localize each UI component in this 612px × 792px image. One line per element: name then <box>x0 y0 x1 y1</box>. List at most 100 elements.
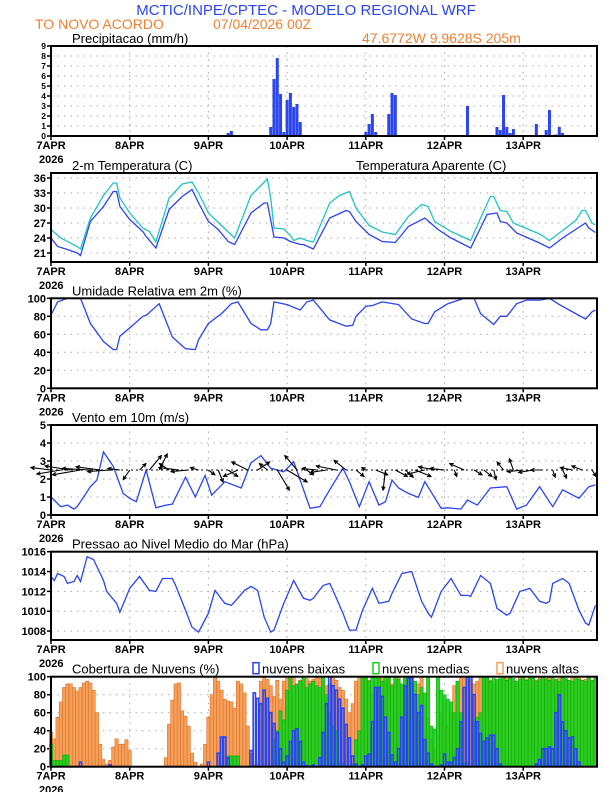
wind-arrow <box>61 466 91 471</box>
wind-arrow <box>559 466 573 471</box>
cloud-bar-nuvens-medias <box>498 678 503 767</box>
cloud-bar-nuvens-altas <box>242 692 247 768</box>
y-tick-label: 27 <box>34 218 46 230</box>
cloud-bar-nuvens-altas <box>124 739 129 768</box>
x-tick-label: 8APR <box>115 266 144 278</box>
precip-bar <box>393 95 397 136</box>
legend-label-low: nuvens baixas <box>262 662 346 677</box>
precip-bar <box>269 127 273 136</box>
y-tick-label: 80 <box>34 311 46 323</box>
panel-title: Vento em 10m (m/s) <box>72 410 189 425</box>
x-tick-label: 12APR <box>427 771 463 783</box>
cloud-bar-nuvens-altas <box>183 715 188 767</box>
y-tick-label: 80 <box>34 690 46 702</box>
precip-bar <box>282 132 286 136</box>
y-tick-label: 0 <box>41 131 46 141</box>
wind-arrow <box>551 469 557 479</box>
cloud-bar-nuvens-altas <box>78 687 83 767</box>
cloud-bar-nuvens-medias <box>393 676 398 768</box>
precip-bar <box>557 127 561 136</box>
wind-arrow <box>355 469 365 478</box>
x-tick-year: 2026 <box>39 154 63 166</box>
cloud-bar-nuvens-baixas <box>252 692 257 768</box>
y-tick-label: 60 <box>34 708 46 720</box>
x-tick-label: 12APR <box>427 140 463 152</box>
legend-label-high: nuvens altas <box>506 662 579 677</box>
y-tick-label: 40 <box>34 726 46 738</box>
cloud-bar-nuvens-medias <box>304 687 309 767</box>
wind-arrow <box>496 461 504 471</box>
precip-bar <box>226 133 230 136</box>
panel-2: 21 24 27 30 33 36 7APR 8APR 9APR 10APR 11APR 12APR 1… <box>34 158 598 292</box>
y-tick-label: 3 <box>41 101 46 111</box>
cloud-bar-nuvens-altas <box>173 683 178 768</box>
series-line-1 <box>50 555 597 634</box>
x-tick-label: 7APR <box>36 140 65 152</box>
panel-title: Cobertura de Nuvens (%) <box>72 662 219 677</box>
cloud-bar-nuvens-medias <box>524 679 529 767</box>
y-tick-label: 2 <box>40 474 46 486</box>
x-tick-label: 10APR <box>269 140 305 152</box>
precip-bar <box>511 129 515 136</box>
cloud-bar-nuvens-medias <box>583 680 588 768</box>
cloud-bar-nuvens-medias <box>517 679 522 768</box>
wind-arrow <box>360 466 367 472</box>
cloud-bar-nuvens-altas <box>213 676 217 768</box>
cloud-bar-nuvens-altas <box>167 724 171 768</box>
x-tick-label: 11APR <box>348 140 383 152</box>
wind-arrow <box>148 454 163 471</box>
cloud-bar-nuvens-medias <box>577 679 581 768</box>
legend-apparent-temperature: Temperatura Aparente (C) <box>356 158 506 173</box>
wind-arrow <box>505 469 524 474</box>
y-tick-label: 2 <box>41 111 46 121</box>
x-tick-label: 8APR <box>115 140 144 152</box>
y-tick-label: 0 <box>40 762 46 774</box>
cloud-bar-nuvens-medias <box>436 676 440 768</box>
wind-arrow <box>333 459 347 471</box>
wind-arrow <box>529 467 543 473</box>
wind-arrow <box>122 469 131 481</box>
wind-arrow <box>217 469 224 484</box>
wind-arrow <box>222 469 239 478</box>
x-tick-label: 8APR <box>115 644 144 656</box>
x-tick-label: 7APR <box>36 771 65 783</box>
y-tick-label: 100 <box>28 672 46 684</box>
y-tick-label: 5 <box>40 420 46 432</box>
wind-arrow <box>309 469 327 475</box>
y-tick-label: 1 <box>40 492 46 504</box>
precip-bar <box>374 132 378 136</box>
precip-bar <box>279 94 283 136</box>
precip-bar <box>561 133 565 136</box>
x-tick-label: 8APR <box>115 392 144 404</box>
x-tick-label: 11APR <box>348 644 383 656</box>
cloud-bar-nuvens-altas <box>127 750 132 768</box>
cloud-bar-nuvens-medias <box>314 685 319 768</box>
cloud-bar-nuvens-medias <box>527 678 532 767</box>
cloud-bar-nuvens-medias <box>432 728 437 768</box>
y-tick-label: 1016 <box>22 547 46 559</box>
plot-frame <box>50 424 598 516</box>
precip-bar <box>390 93 394 136</box>
cloud-bar-nuvens-medias <box>537 679 542 768</box>
wind-arrow <box>406 469 425 476</box>
x-tick-label: 11APR <box>348 771 383 783</box>
x-tick-label: 12APR <box>427 266 463 278</box>
cloud-bar-nuvens-altas <box>163 757 168 768</box>
wind-arrow <box>29 465 52 471</box>
wind-arrow <box>106 466 120 472</box>
wind-arrow <box>473 469 484 476</box>
cloud-bar-nuvens-medias <box>580 679 585 767</box>
precip-bar <box>272 79 276 136</box>
precip-bar <box>508 133 512 136</box>
cloud-bar-nuvens-medias <box>501 676 506 768</box>
wind-arrow <box>227 469 239 478</box>
precip-bar <box>465 106 469 136</box>
y-tick-label: 7 <box>41 61 46 71</box>
wind-arrow <box>35 469 61 476</box>
cloud-bar-nuvens-medias <box>229 755 234 768</box>
precip-bar <box>367 124 371 136</box>
y-tick-label: 1 <box>41 121 46 131</box>
x-tick-label: 9APR <box>194 392 223 404</box>
cloud-bar-nuvens-medias <box>508 676 513 768</box>
series-line-1 <box>50 188 596 257</box>
